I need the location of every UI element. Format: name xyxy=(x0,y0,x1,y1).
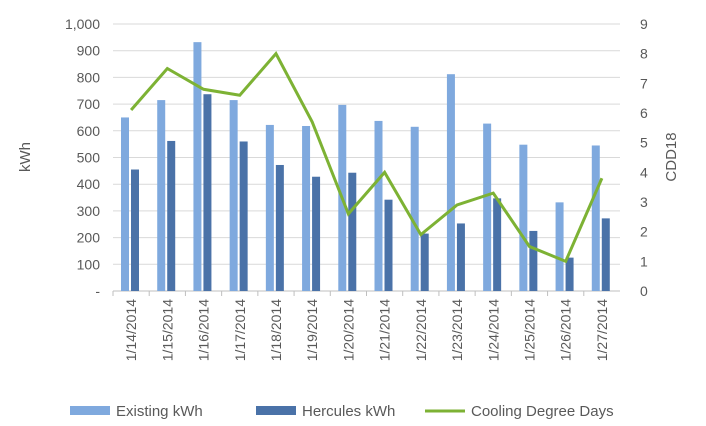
x-tick-label: 1/23/2014 xyxy=(449,299,465,361)
hercules-bar xyxy=(420,233,429,291)
existing-bar xyxy=(157,100,166,291)
hercules-bar xyxy=(203,94,212,291)
existing-bar xyxy=(555,202,564,291)
x-tick-label: 1/17/2014 xyxy=(232,299,248,361)
y2-axis-title: CDD18 xyxy=(663,132,680,181)
y-tick-label: 900 xyxy=(77,43,101,59)
hercules-bar xyxy=(239,141,248,291)
y-tick-label: 800 xyxy=(77,69,101,85)
hercules-bar xyxy=(529,230,538,291)
hercules-bar xyxy=(348,172,357,291)
existing-bar xyxy=(446,74,455,291)
y2-tick-label: 2 xyxy=(640,224,648,240)
x-tick-label: 1/22/2014 xyxy=(413,299,429,361)
legend-swatch-hercules xyxy=(256,406,296,415)
y-tick-label: 100 xyxy=(77,256,101,272)
y-tick-label: 400 xyxy=(77,176,101,192)
x-tick-label: 1/20/2014 xyxy=(340,299,356,361)
existing-bar xyxy=(591,145,600,291)
existing-bar xyxy=(193,42,202,291)
x-tick-label: 1/18/2014 xyxy=(268,299,284,361)
existing-bar xyxy=(519,144,528,291)
x-tick-label: 1/25/2014 xyxy=(521,299,537,361)
hercules-bar xyxy=(493,198,502,291)
y-tick-label: 1,000 xyxy=(65,16,100,32)
y-axis-title: kWh xyxy=(17,142,34,172)
existing-bar xyxy=(302,125,311,291)
hercules-bar xyxy=(565,257,574,291)
cdd-line xyxy=(129,51,604,264)
y2-tick-label: 9 xyxy=(640,16,648,32)
hercules-bar xyxy=(312,176,321,291)
x-tick-label: 1/14/2014 xyxy=(123,299,139,361)
y2-tick-label: 6 xyxy=(640,105,648,121)
legend-label-existing: Existing kWh xyxy=(116,403,203,420)
y-tick-label: - xyxy=(95,283,100,299)
existing-bar xyxy=(229,100,238,291)
y-tick-label: 600 xyxy=(77,123,101,139)
x-tick-label: 1/21/2014 xyxy=(377,299,393,361)
existing-bar xyxy=(410,126,419,291)
y-tick-label: 500 xyxy=(77,150,101,166)
legend-label-hercules: Hercules kWh xyxy=(302,403,395,420)
y-tick-label: 200 xyxy=(77,230,101,246)
hercules-bar xyxy=(167,140,176,291)
hercules-bar xyxy=(384,199,393,291)
y2-tick-label: 1 xyxy=(640,253,648,269)
hercules-bar xyxy=(275,164,284,291)
hercules-bar xyxy=(131,169,139,291)
legend-label-cdd: Cooling Degree Days xyxy=(471,403,614,420)
existing-bar xyxy=(121,117,129,291)
hercules-bar xyxy=(601,218,610,291)
x-tick-label: 1/16/2014 xyxy=(196,299,212,361)
hercules-bar xyxy=(456,223,465,291)
existing-bar xyxy=(483,123,492,291)
y2-tick-label: 3 xyxy=(640,194,648,210)
x-tick-label: 1/26/2014 xyxy=(558,299,574,361)
legend-swatch-existing xyxy=(70,406,110,415)
y2-tick-label: 0 xyxy=(640,283,648,299)
x-tick-label: 1/19/2014 xyxy=(304,299,320,361)
y2-tick-label: 4 xyxy=(640,164,648,180)
existing-bar xyxy=(265,124,274,292)
y-tick-label: 700 xyxy=(77,96,101,112)
x-tick-label: 1/15/2014 xyxy=(159,299,175,361)
x-tick-label: 1/27/2014 xyxy=(594,299,610,361)
y2-tick-label: 5 xyxy=(640,135,648,151)
y2-tick-label: 8 xyxy=(640,46,648,62)
y2-tick-label: 7 xyxy=(640,75,648,91)
x-tick-label: 1/24/2014 xyxy=(485,299,501,361)
y-tick-label: 300 xyxy=(77,203,101,219)
existing-bar xyxy=(374,120,383,292)
